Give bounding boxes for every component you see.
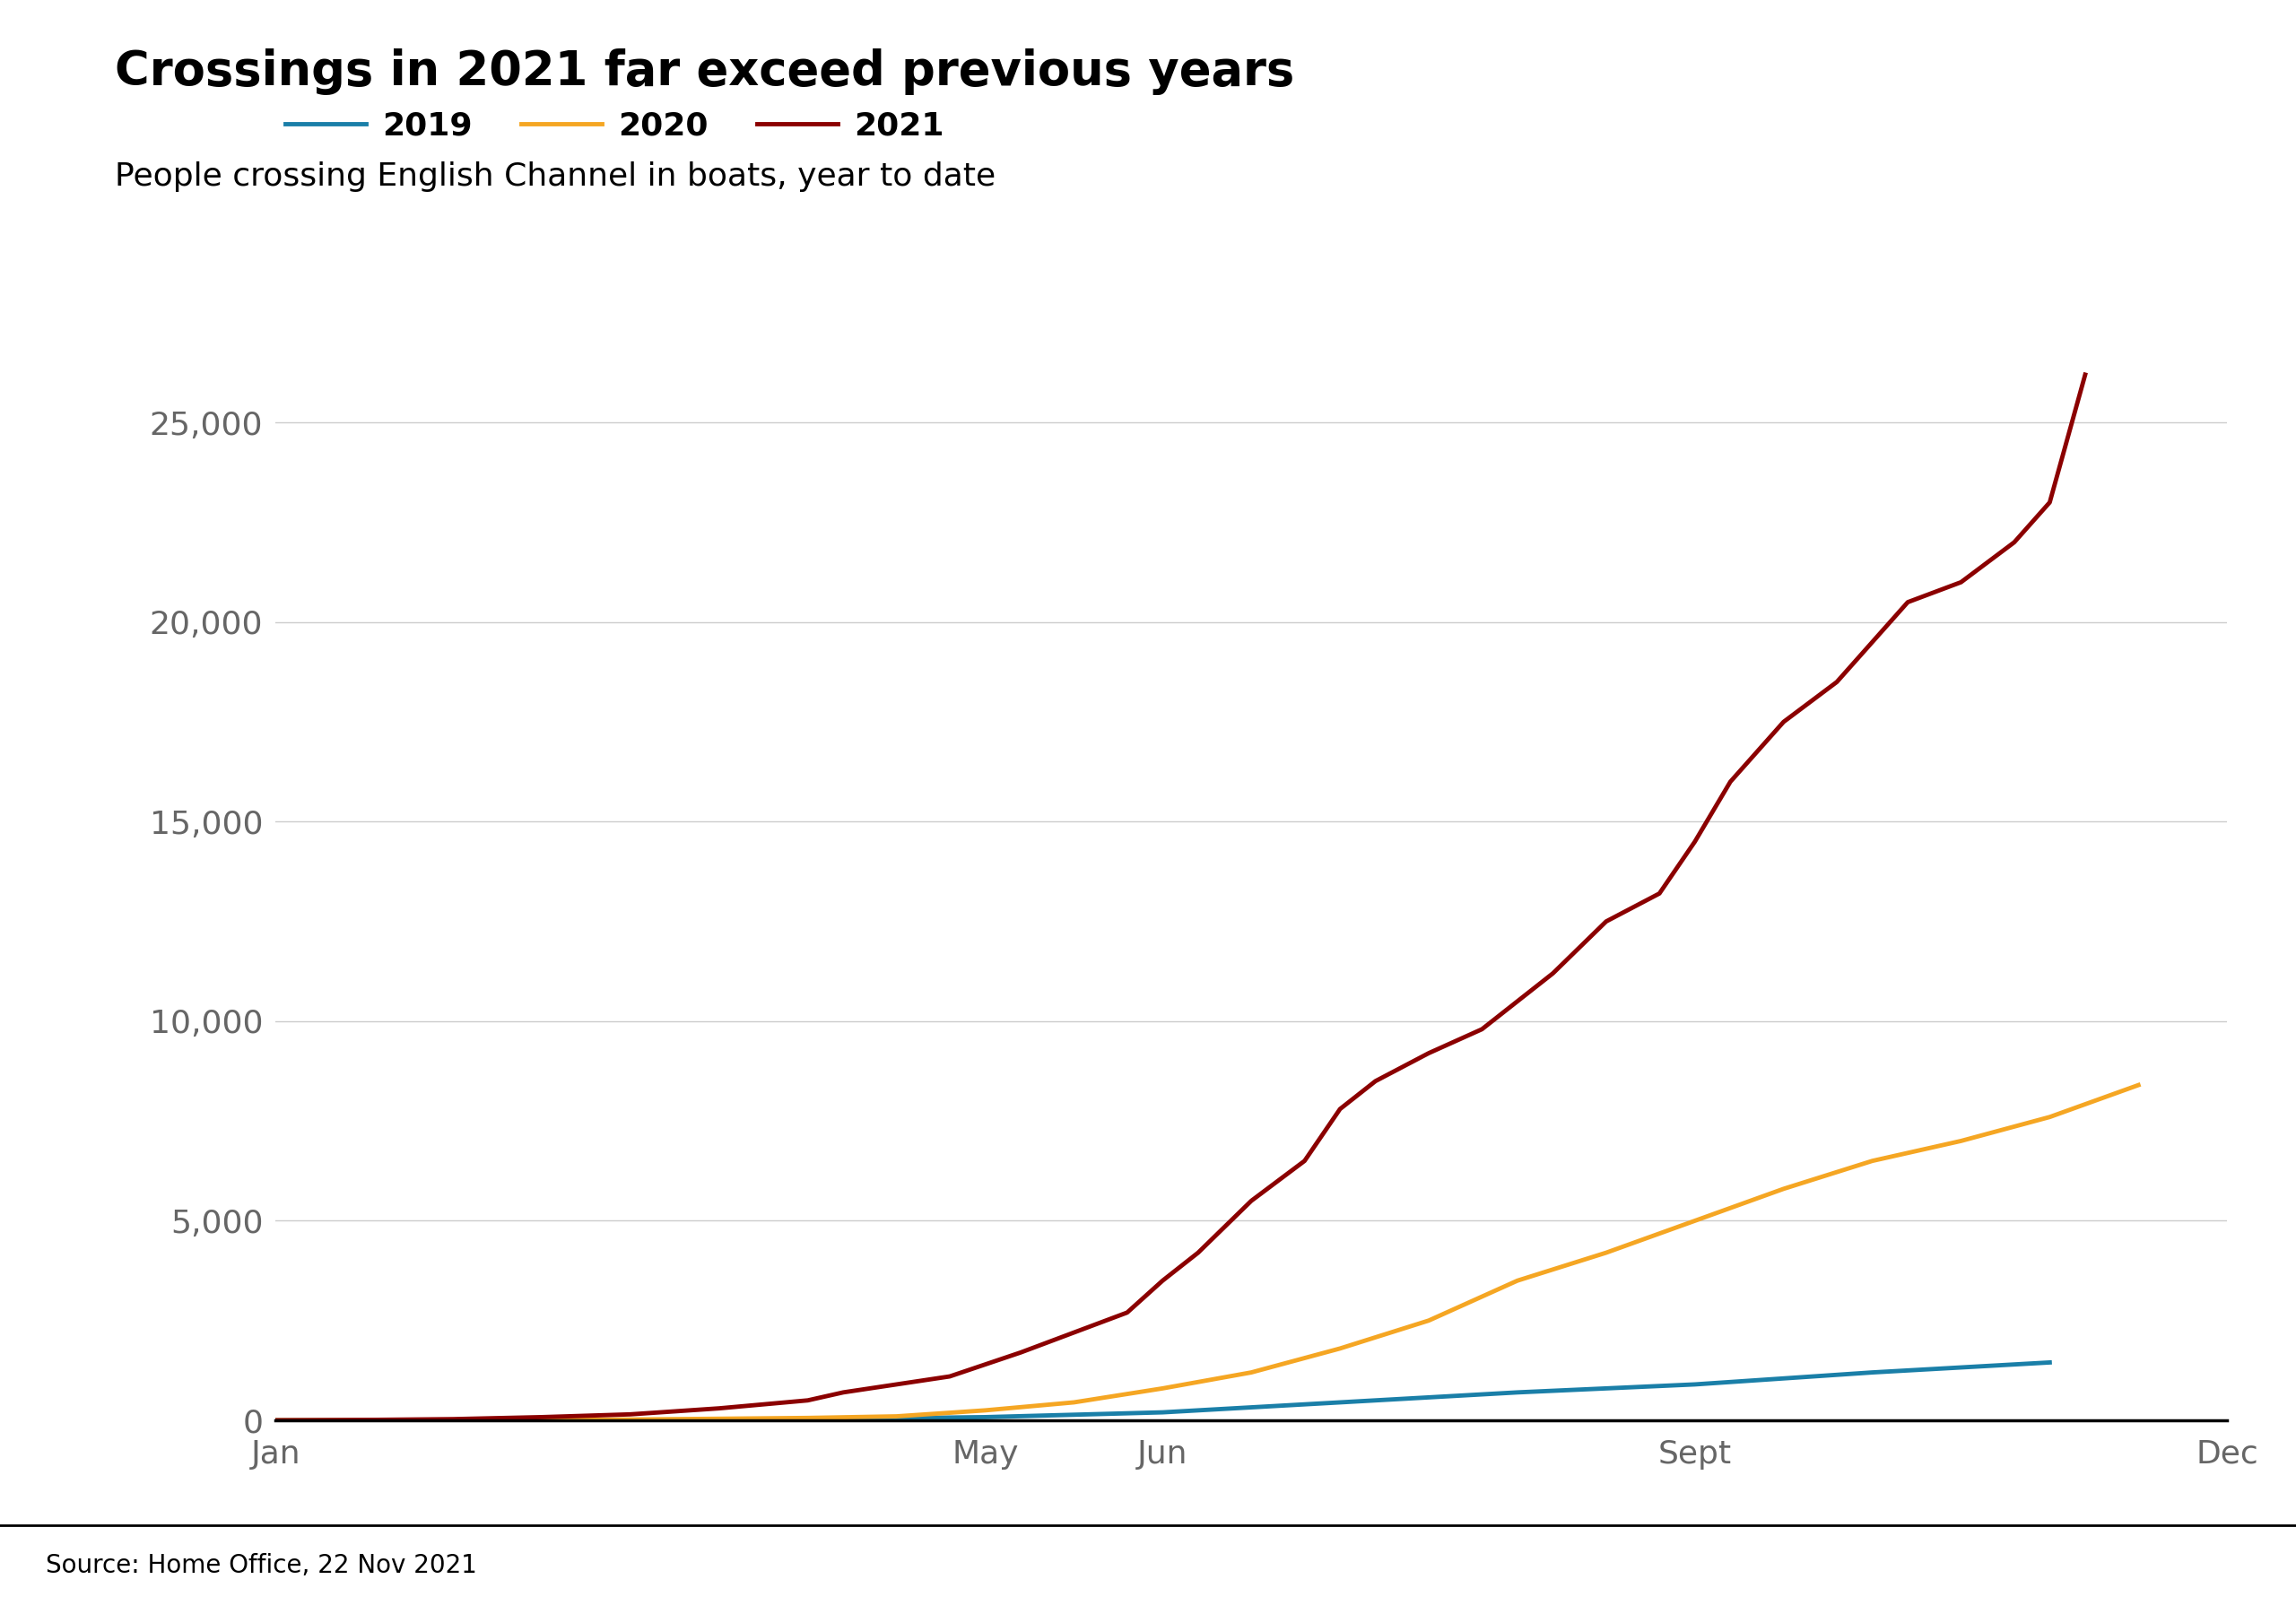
Text: BBC: BBC <box>2099 1551 2172 1580</box>
Legend: 2019, 2020, 2021: 2019, 2020, 2021 <box>273 97 957 153</box>
Text: Source: Home Office, 22 Nov 2021: Source: Home Office, 22 Nov 2021 <box>46 1553 478 1578</box>
Text: Crossings in 2021 far exceed previous years: Crossings in 2021 far exceed previous ye… <box>115 48 1295 95</box>
Text: People crossing English Channel in boats, year to date: People crossing English Channel in boats… <box>115 161 996 192</box>
